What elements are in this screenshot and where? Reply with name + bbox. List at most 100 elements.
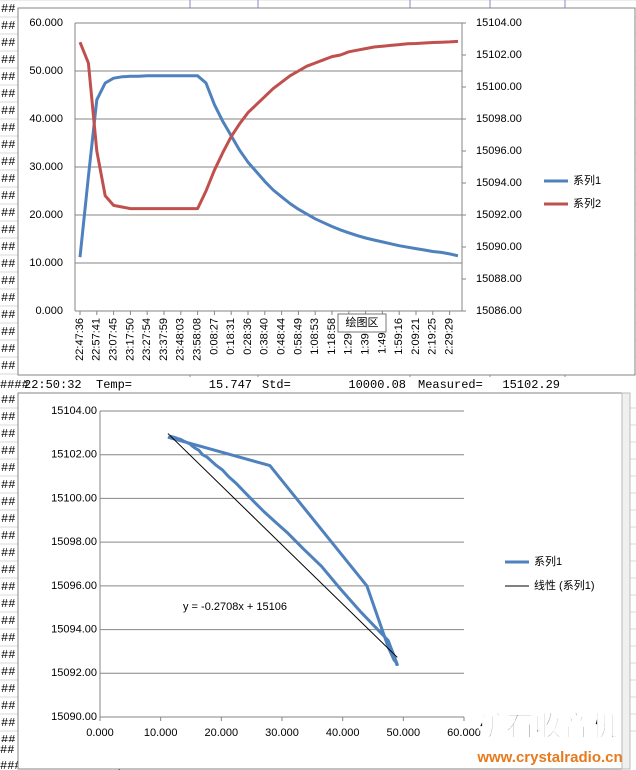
cell: ## — [1, 512, 15, 526]
cell: Measured= — [418, 378, 483, 392]
cell: ## — [1, 257, 15, 271]
x-tick-label: 0.000 — [86, 727, 114, 739]
y-tick-label: 40.000 — [29, 113, 63, 125]
x-tick-label: 23:58:08 — [192, 318, 204, 361]
y-tick-label: 15104.00 — [51, 405, 97, 417]
x-tick-label: 23:37:59 — [158, 318, 170, 361]
y2-tick-label: 15094.00 — [476, 177, 522, 189]
x-tick-label: 23:17:50 — [124, 318, 136, 361]
y2-tick-label: 15102.00 — [476, 49, 522, 61]
cell: ## — [1, 410, 15, 424]
y-tick-label: 30.000 — [29, 161, 63, 173]
y2-tick-label: 15092.00 — [476, 209, 522, 221]
y2-tick-label: 15098.00 — [476, 113, 522, 125]
tooltip-box — [337, 313, 387, 333]
x-tick-label: 0:58:49 — [292, 318, 304, 355]
cell: ## — [1, 427, 15, 441]
y-tick-label: 15090.00 — [51, 711, 97, 723]
y-tick-label: 15098.00 — [51, 536, 97, 548]
watermark-url: www.crystalradio.cn — [476, 749, 622, 766]
cell: ## — [1, 648, 15, 662]
x-tick-label: 22:57:41 — [91, 318, 103, 361]
cell: ## — [1, 631, 15, 645]
x-tick-label: 23:07:45 — [108, 318, 120, 361]
y-tick-label: 0.000 — [35, 305, 63, 317]
y2-tick-label: 15086.00 — [476, 305, 522, 317]
cell: ## — [1, 2, 15, 16]
watermark-title: 矿石收音机 — [478, 709, 618, 741]
legend-label: 线性 (系列1) — [534, 578, 595, 592]
cell: ## — [1, 699, 15, 713]
series-line — [78, 74, 459, 258]
cell: ## — [1, 359, 15, 373]
x-tick-label: 0:28:36 — [242, 318, 254, 355]
trendline — [167, 433, 398, 658]
cell: ## — [1, 104, 15, 118]
row-cover — [0, 377, 636, 393]
y2-tick-label: 15100.00 — [476, 81, 522, 93]
tooltip: 绘图区 — [337, 313, 387, 333]
x-tick-label: 2:09:21 — [410, 318, 422, 355]
cell: ## — [1, 444, 15, 458]
legend-label: 系列1 — [573, 173, 601, 187]
watermark: 矿石收音机 www.crystalradio.cn — [476, 709, 622, 766]
cell: ## — [1, 682, 15, 696]
x-tick-label: 30.000 — [265, 727, 299, 739]
series-line — [167, 434, 399, 666]
x-tick-label: 40.000 — [326, 727, 360, 739]
trendline-equation: y = -0.2708x + 15106 — [183, 601, 287, 613]
cell: ## — [1, 529, 15, 543]
cell: ## — [1, 240, 15, 254]
cell: ## — [1, 614, 15, 628]
chart-2: 15090.00 15092.00 15094.00 15096.00 15098.00… — [51, 405, 594, 739]
y-tick-label: 60.000 — [29, 17, 63, 29]
cell: ## — [1, 121, 15, 135]
x-tick-label: 0:08:27 — [208, 318, 220, 355]
x-tick-label: 0:18:31 — [225, 318, 237, 355]
legend-label: 系列2 — [573, 196, 601, 210]
frame-edge — [621, 392, 631, 770]
cell: ## — [1, 393, 15, 407]
y2-tick-label: 15096.00 — [476, 145, 522, 157]
cell: ## — [1, 291, 15, 305]
cell: ## — [1, 189, 15, 203]
series-line — [78, 39, 459, 211]
x-tick-label: 23:48:03 — [175, 318, 187, 361]
x-tick-label: 50.000 — [387, 727, 421, 739]
cell: ## — [1, 546, 15, 560]
cell: ## — [1, 461, 15, 475]
x-tick-label: 20.000 — [205, 727, 239, 739]
chart-1: 0.000 10.000 20.000 30.000 40.000 50.000 60.00… — [29, 17, 601, 361]
cell: 22:50:32 — [24, 378, 82, 392]
chart-frame — [17, 392, 623, 770]
cell: ## — [1, 223, 15, 237]
cell: ## — [1, 478, 15, 492]
cell: ## — [1, 563, 15, 577]
y-tick-label: 15096.00 — [51, 580, 97, 592]
cell: 10000.08 — [348, 378, 406, 392]
cell: ## — [1, 716, 15, 730]
x-tick-label: 1:18:58 — [326, 318, 338, 355]
x-tick-label: 2:29:29 — [444, 318, 456, 355]
x-tick-label: 22:47:36 — [74, 318, 86, 361]
y-tick-label: 15102.00 — [51, 449, 97, 461]
cell: ## — [1, 495, 15, 509]
cell: #### — [0, 378, 29, 392]
cell: ## — [1, 342, 15, 356]
y2-tick-label: 15104.00 — [476, 17, 522, 29]
cell: Temp= — [96, 378, 132, 392]
cell: ## — [1, 665, 15, 679]
cell: ## — [1, 138, 15, 152]
cell: ## — [0, 743, 14, 757]
y-tick-label: 50.000 — [29, 65, 63, 77]
x-tick-label: 1:59:16 — [393, 318, 405, 355]
x-tick-label: 23:27:54 — [141, 318, 153, 361]
chart-frame — [17, 7, 636, 376]
cell: ## — [1, 172, 15, 186]
cell: ## — [1, 274, 15, 288]
x-tick-label: 60.000 — [447, 727, 481, 739]
tooltip-text: 绘图区 — [346, 315, 379, 329]
cell: ## — [1, 155, 15, 169]
